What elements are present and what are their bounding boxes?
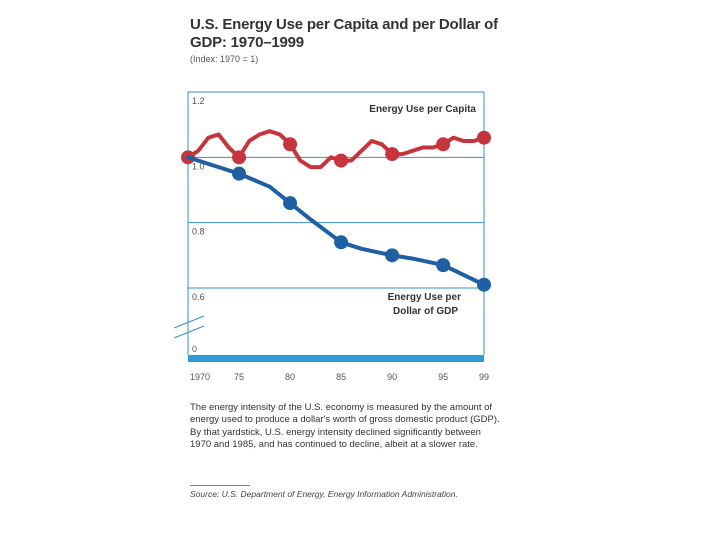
y-tick-label: 0.6 xyxy=(192,292,205,302)
data-point-per-capita xyxy=(436,137,451,152)
axis-break-marks xyxy=(173,315,205,339)
data-point-per-dollar xyxy=(385,248,400,263)
series-label-per-capita: Energy Use per Capita xyxy=(369,104,476,115)
source-divider xyxy=(190,485,250,486)
line-chart: 1.2 1.0 0.8 0.6 0 1970 75 80 85 90 95 99 Energy Us… xyxy=(173,91,491,382)
series-layer xyxy=(181,129,491,292)
grid-layer xyxy=(187,91,485,362)
chart-source: Source: U.S. Department of Energy, Energ… xyxy=(190,489,458,499)
data-point-per-dollar xyxy=(477,277,491,292)
x-tick-label: 90 xyxy=(387,372,397,382)
data-point-per-capita xyxy=(334,153,349,168)
series-label-per-dollar-line1: Energy Use per xyxy=(388,292,461,303)
x-tick-label: 95 xyxy=(438,372,448,382)
chart-subtitle: (Index: 1970 = 1) xyxy=(190,54,259,64)
y-tick-label: 0.8 xyxy=(192,227,205,237)
data-point-per-dollar xyxy=(334,235,349,250)
data-point-per-capita xyxy=(283,137,298,152)
x-tick-label: 75 xyxy=(234,372,244,382)
x-tick-label: 80 xyxy=(285,372,295,382)
data-point-per-capita xyxy=(385,147,400,162)
x-tick-label: 1970 xyxy=(190,372,210,382)
series-label-per-dollar-line2: Dollar of GDP xyxy=(393,306,458,317)
data-point-per-dollar xyxy=(436,258,451,273)
y-tick-labels: 1.2 1.0 0.8 0.6 0 xyxy=(192,96,205,354)
data-point-per-capita xyxy=(477,130,491,145)
chart-title-line2: GDP: 1970–1999 xyxy=(190,34,304,51)
x-tick-label: 85 xyxy=(336,372,346,382)
x-tick-label: 99 xyxy=(479,372,489,382)
data-point-per-capita xyxy=(232,150,247,165)
data-point-per-dollar xyxy=(232,166,247,181)
y-tick-label: 0 xyxy=(192,344,197,354)
chart-title-line1: U.S. Energy Use per Capita and per Dolla… xyxy=(190,16,498,33)
data-point-per-dollar xyxy=(283,196,298,211)
x-tick-labels: 1970 75 80 85 90 95 99 xyxy=(190,372,489,382)
baseline-bar xyxy=(188,355,484,362)
y-tick-label: 1.0 xyxy=(192,161,205,171)
y-tick-label: 1.2 xyxy=(192,96,205,106)
chart-caption: The energy intensity of the U.S. economy… xyxy=(190,402,500,451)
